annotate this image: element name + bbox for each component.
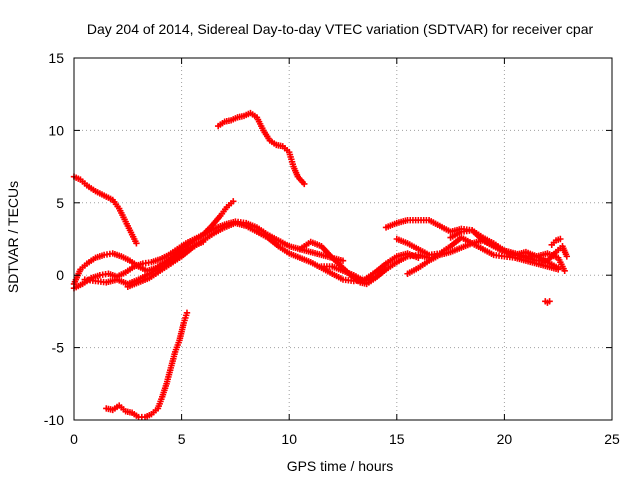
data-point: [230, 198, 237, 205]
y-tick-labels: -10 -5 0 5 10 15: [44, 50, 64, 428]
x-axis-label: GPS time / hours: [287, 458, 394, 474]
axis-ticks: [73, 57, 613, 421]
x-tick-label: 0: [70, 431, 78, 447]
x-tick-label: 20: [497, 431, 513, 447]
chart-title: Day 204 of 2014, Sidereal Day-to-day VTE…: [87, 21, 594, 37]
x-tick-labels: 0 5 10 15 20 25: [70, 431, 620, 447]
series-arc-14: [548, 235, 564, 248]
data-points: [70, 109, 571, 421]
grid-lines: [74, 58, 612, 420]
series-arc-5: [70, 198, 237, 292]
y-tick-label: -10: [44, 412, 64, 428]
data-point: [561, 267, 568, 275]
data-point: [133, 240, 140, 247]
data-point: [563, 253, 571, 260]
x-tick-label: 10: [281, 431, 297, 447]
y-tick-label: -5: [52, 340, 65, 356]
series-arc-2: [103, 309, 191, 421]
data-point: [546, 298, 553, 305]
x-tick-label: 15: [389, 431, 405, 447]
series-arc-15: [542, 298, 553, 306]
series-arc-1: [70, 173, 140, 247]
x-tick-label: 25: [604, 431, 620, 447]
data-point: [339, 257, 347, 264]
data-point: [372, 273, 379, 280]
series-arc-13: [447, 227, 571, 264]
plot-frame: [73, 57, 613, 421]
data-point: [555, 264, 562, 272]
series-arc-3: [214, 109, 308, 188]
y-tick-label: 10: [48, 122, 64, 138]
data-point: [183, 309, 191, 317]
series-arc-9: [318, 263, 379, 285]
y-axis-label: SDTVAR / TECUs: [5, 181, 21, 293]
data-point: [557, 235, 564, 243]
data-point: [301, 180, 308, 188]
x-tick-label: 5: [178, 431, 186, 447]
y-tick-label: 15: [48, 50, 64, 66]
y-tick-label: 5: [56, 195, 64, 211]
y-tick-label: 0: [56, 267, 64, 283]
